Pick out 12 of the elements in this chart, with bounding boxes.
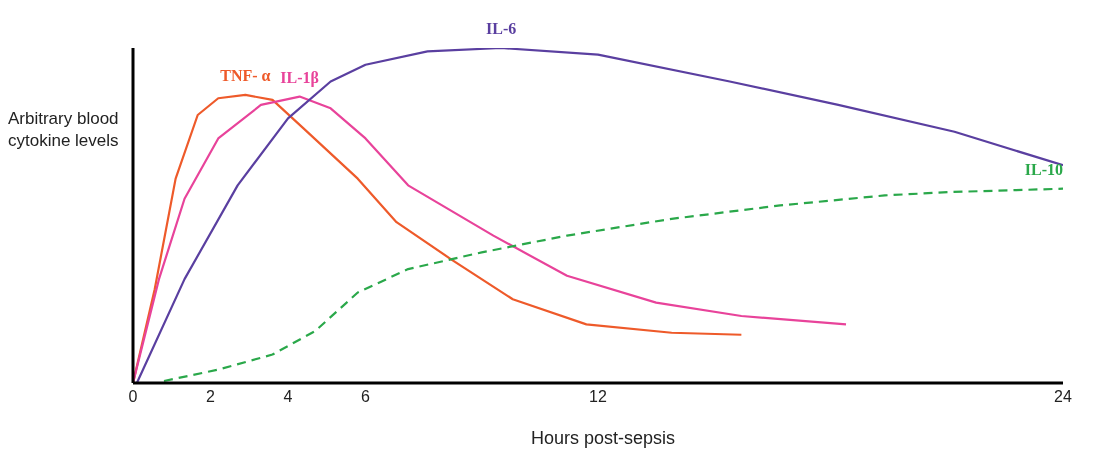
series-label: IL-1β <box>280 68 319 87</box>
x-tick-label: 24 <box>1054 388 1072 406</box>
x-tick-label: 2 <box>206 388 216 406</box>
series-label: IL-10 <box>1024 160 1063 178</box>
x-tick-label: 12 <box>589 388 607 406</box>
series-label: IL-6 <box>486 20 517 37</box>
x-tick-label: 4 <box>283 388 293 406</box>
x-tick-label: 0 <box>128 388 138 406</box>
x-tick-label: 6 <box>361 388 371 406</box>
x-axis-title: Hours post-sepsis <box>529 428 677 449</box>
y-axis-title: Arbitrary blood cytokine levels <box>8 108 120 152</box>
series-label: TNF- α <box>220 66 271 84</box>
